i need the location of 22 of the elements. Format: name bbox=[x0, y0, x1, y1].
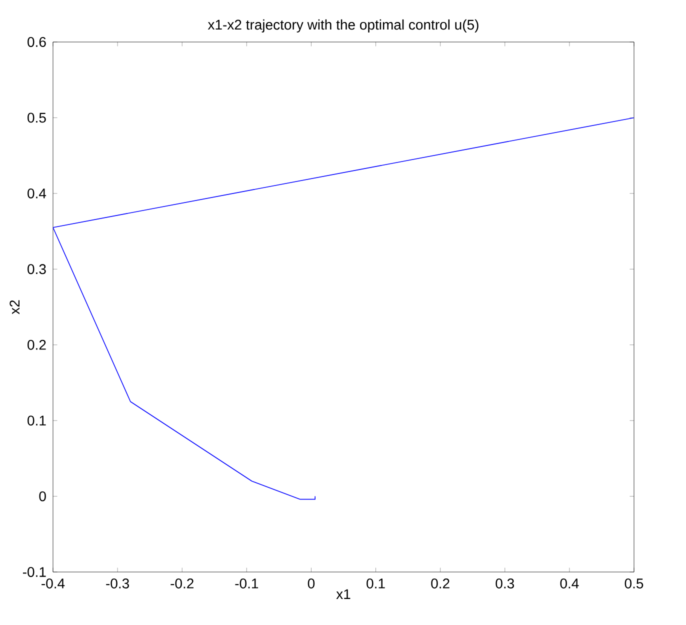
y-tick-label: 0.1 bbox=[28, 416, 46, 426]
y-tick-label: 0.6 bbox=[28, 37, 46, 47]
x-axis-title: x1 bbox=[336, 589, 350, 599]
y-tick-label: 0.5 bbox=[28, 112, 46, 123]
x-tick-label: 0.4 bbox=[560, 578, 579, 588]
y-tick-label: 0.4 bbox=[28, 188, 46, 198]
y-tick-label: 0.3 bbox=[28, 264, 46, 274]
x-tick-label: 0 bbox=[308, 578, 315, 588]
x-tick-label: 0.1 bbox=[366, 578, 385, 588]
y-tick-label: 0.2 bbox=[28, 340, 46, 350]
y-tick-label: 0 bbox=[39, 491, 46, 502]
x-tick-label: 0.3 bbox=[496, 578, 514, 588]
x-tick-label: -0.1 bbox=[235, 578, 258, 588]
x-tick-label: 0.5 bbox=[624, 578, 644, 588]
x-tick-label: -0.2 bbox=[170, 578, 194, 588]
y-axis-title: x2 bbox=[10, 300, 20, 314]
chart-title: x1-x2 trajectory with the optimal control u(5) bbox=[208, 19, 478, 32]
x-tick-label: 0.2 bbox=[431, 578, 450, 588]
x-tick-label: -0.4 bbox=[42, 578, 65, 588]
x-tick-label: -0.3 bbox=[106, 578, 129, 588]
line-series bbox=[53, 117, 634, 500]
y-tick-label: -0.1 bbox=[22, 567, 46, 577]
